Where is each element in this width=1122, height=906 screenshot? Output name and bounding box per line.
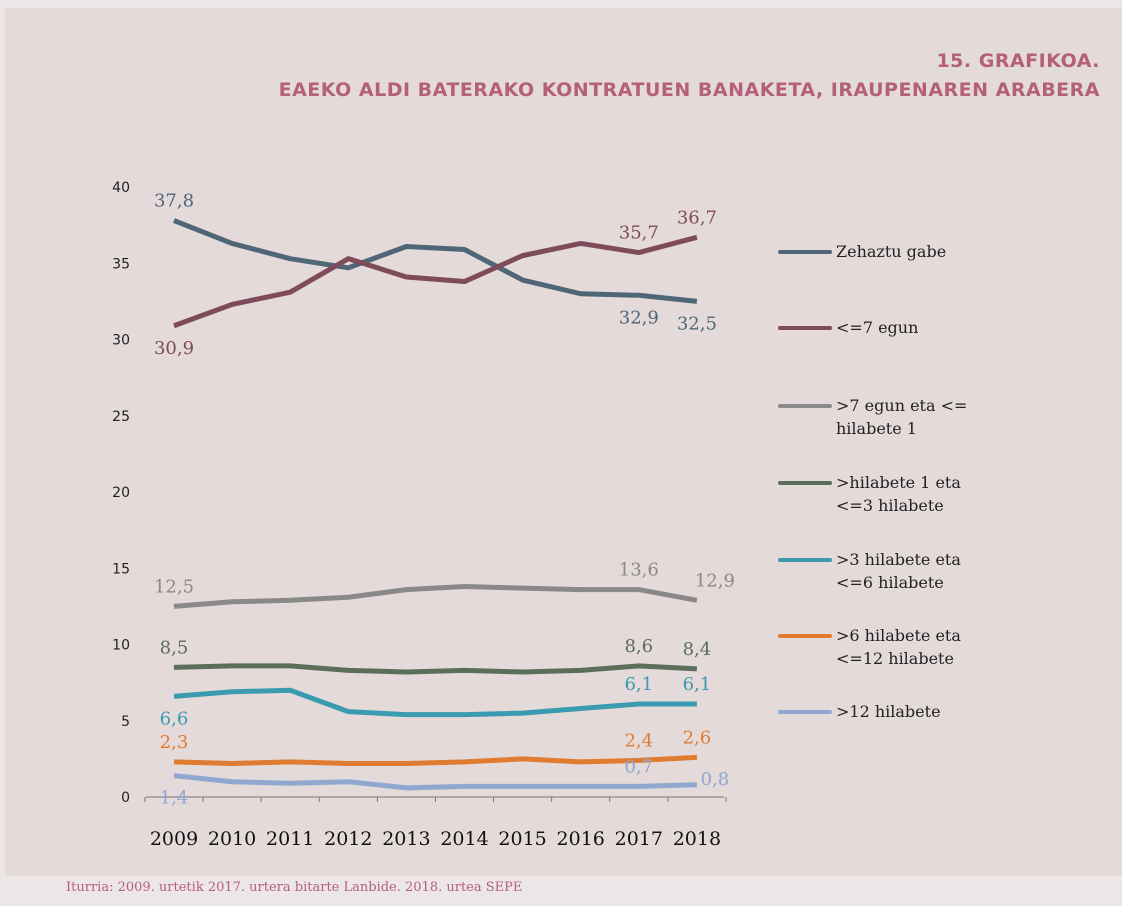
legend-label: >12 hilabete — [836, 702, 941, 721]
legend-item: <=7 egun — [778, 316, 986, 339]
data-label: 2,4 — [624, 730, 653, 751]
series-line — [173, 234, 698, 329]
y-tick-label: 25 — [112, 409, 130, 425]
legend-swatch — [778, 710, 832, 714]
source: Iturria: 2009. urtetik 2017. urtera bita… — [66, 880, 523, 895]
legend-label: >hilabete 1 eta <=3 hilabete — [836, 473, 961, 515]
legend-swatch — [778, 481, 832, 485]
data-label: 0,8 — [701, 769, 730, 790]
series-line — [173, 687, 697, 718]
data-label: 8,5 — [160, 637, 189, 658]
data-label: 0,7 — [624, 756, 653, 777]
legend-item: >hilabete 1 eta <=3 hilabete — [778, 471, 986, 517]
data-label: 6,6 — [160, 708, 189, 729]
x-tick-label: 2010 — [208, 828, 256, 850]
data-label: 32,9 — [619, 307, 659, 328]
data-label: 1,4 — [160, 788, 189, 809]
y-tick-label: 10 — [112, 638, 130, 654]
series-line — [173, 584, 698, 609]
data-label: 2,6 — [683, 727, 712, 748]
x-tick-label: 2015 — [498, 828, 546, 850]
chart-title: EAEKO ALDI BATERAKO KONTRATUEN BANAKETA,… — [278, 79, 1100, 101]
title-label: 15. GRAFIKOA. — [936, 50, 1100, 72]
y-tick-label: 0 — [121, 790, 130, 806]
y-tick-label: 20 — [112, 485, 130, 501]
legend-label: >6 hilabete eta <=12 hilabete — [836, 626, 961, 668]
series-line — [173, 773, 697, 791]
data-label: 37,8 — [154, 191, 194, 212]
x-tick-label: 2012 — [324, 828, 372, 850]
legend-swatch — [778, 634, 832, 638]
series-line — [173, 754, 698, 766]
x-tick-label: 2011 — [266, 828, 314, 850]
legend-label: Zehaztu gabe — [836, 242, 947, 261]
legend-swatch — [778, 250, 832, 254]
data-label: 36,7 — [677, 207, 717, 228]
data-label: 6,1 — [624, 674, 653, 695]
data-label: 12,5 — [154, 576, 194, 597]
legend-item: >7 egun eta <= hilabete 1 — [778, 394, 986, 440]
legend-swatch — [778, 558, 832, 562]
legend-swatch — [778, 326, 832, 330]
legend-item: >12 hilabete — [778, 700, 986, 723]
x-tick-label: 2016 — [557, 828, 605, 850]
data-label: 35,7 — [619, 223, 659, 244]
legend-item: Zehaztu gabe — [778, 240, 986, 263]
panel — [5, 8, 1122, 876]
x-tick-label: 2014 — [440, 828, 488, 850]
legend-item: >3 hilabete eta <=6 hilabete — [778, 548, 986, 594]
y-tick-label: 5 — [121, 714, 130, 730]
data-label: 12,9 — [695, 570, 735, 591]
x-tick-label: 2009 — [150, 828, 198, 850]
x-tick-label: 2018 — [673, 828, 721, 850]
y-tick-label: 35 — [112, 256, 130, 272]
data-label: 2,3 — [160, 732, 189, 753]
legend-label: >7 egun eta <= hilabete 1 — [836, 396, 968, 438]
x-tick-label: 2017 — [615, 828, 663, 850]
legend-item: >6 hilabete eta <=12 hilabete — [778, 624, 986, 670]
series-line — [173, 663, 698, 675]
data-label: 6,1 — [683, 674, 712, 695]
data-label: 8,6 — [624, 636, 653, 657]
data-label: 32,5 — [677, 313, 717, 334]
y-tick-label: 30 — [112, 333, 130, 349]
data-label: 8,4 — [683, 639, 712, 660]
y-tick-label: 40 — [112, 180, 130, 196]
y-tick-label: 15 — [112, 561, 130, 577]
series-line — [173, 218, 698, 304]
legend-label: <=7 egun — [836, 318, 919, 337]
legend-label: >3 hilabete eta <=6 hilabete — [836, 550, 961, 592]
data-label: 30,9 — [154, 338, 194, 359]
legend-swatch — [778, 404, 832, 408]
data-label: 13,6 — [619, 560, 659, 581]
x-tick-label: 2013 — [382, 828, 430, 850]
